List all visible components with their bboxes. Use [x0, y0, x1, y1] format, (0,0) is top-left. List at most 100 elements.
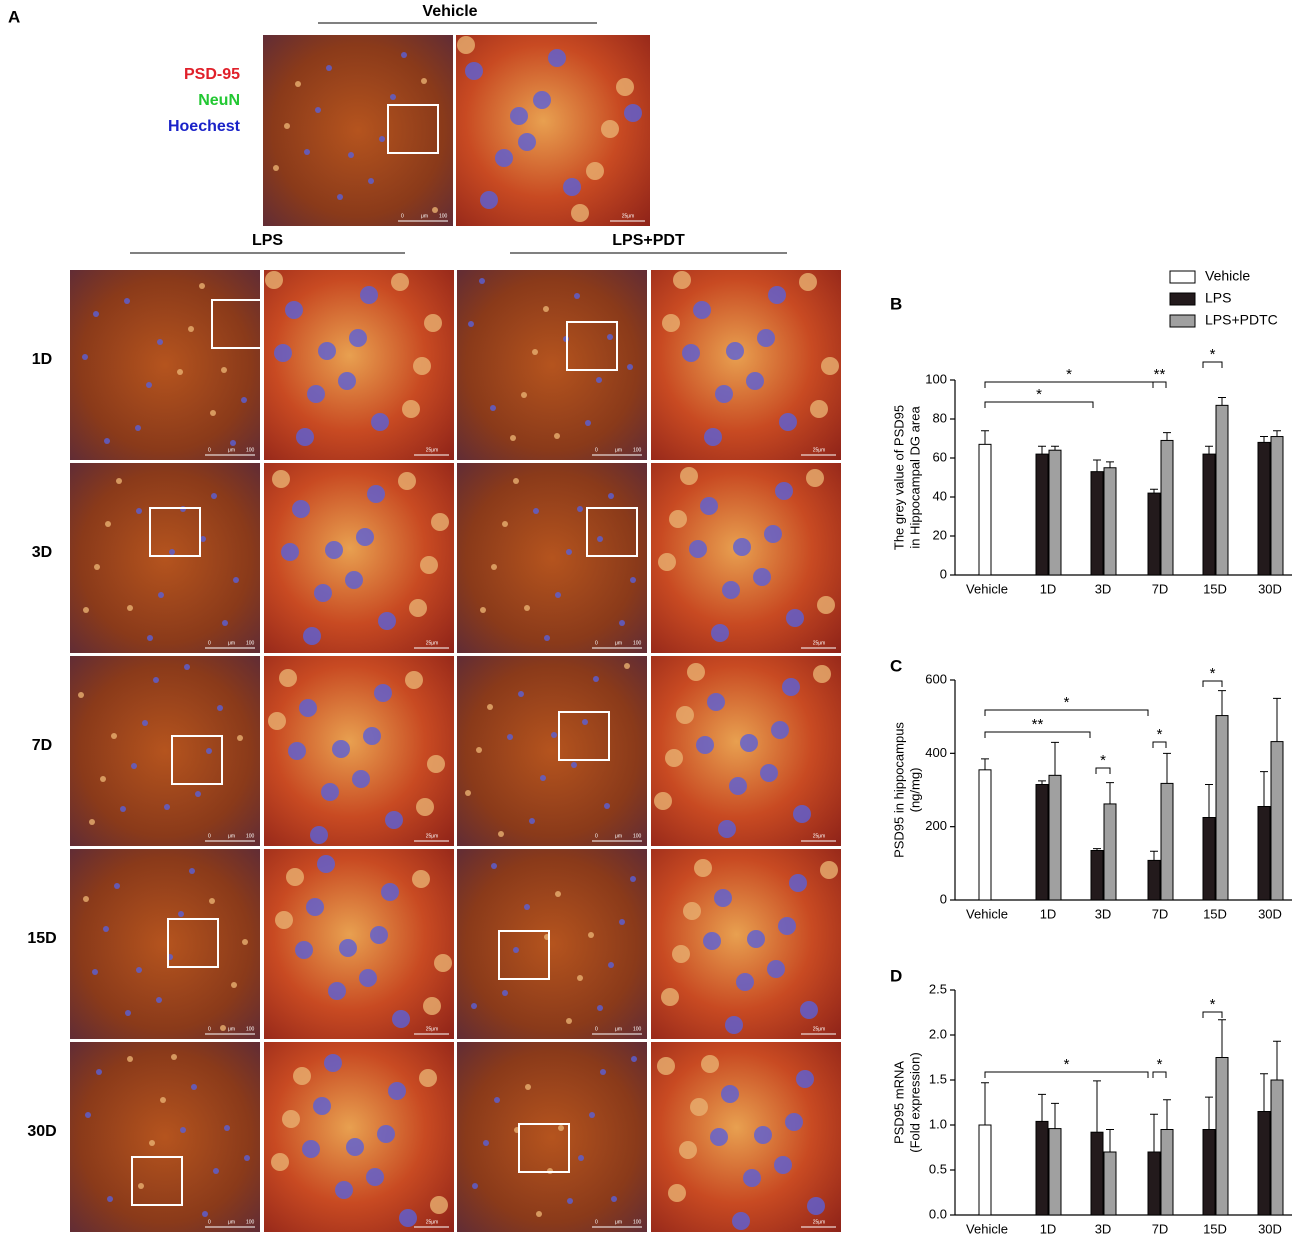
- nucleus: [105, 521, 111, 527]
- error-bar: [1093, 848, 1101, 851]
- nucleus: [275, 911, 293, 929]
- nucleus: [779, 413, 797, 431]
- nucleus: [164, 804, 170, 810]
- nucleus: [611, 1196, 617, 1202]
- x-tick-label: Vehicle: [966, 1221, 1008, 1236]
- scale-label: 25μm: [426, 447, 439, 453]
- nucleus: [703, 932, 721, 950]
- nucleus: [314, 584, 332, 602]
- nucleus: [189, 868, 195, 874]
- nucleus: [82, 354, 88, 360]
- error-bar: [981, 758, 989, 770]
- nucleus: [555, 891, 561, 897]
- bar: [1090, 471, 1104, 576]
- scale-label: μm: [228, 833, 235, 839]
- error-bar: [1106, 1129, 1114, 1152]
- zoom-box: [566, 321, 618, 371]
- scale-label: μm: [421, 213, 428, 219]
- nucleus: [370, 926, 388, 944]
- error-bar: [1273, 430, 1281, 437]
- error-bar: [1260, 1073, 1268, 1112]
- nucleus: [306, 898, 324, 916]
- error-bar: [1150, 1113, 1158, 1152]
- nucleus: [385, 811, 403, 829]
- nucleus: [231, 982, 237, 988]
- scale-label: 25μm: [813, 833, 826, 839]
- x-tick-label: 15D: [1203, 1221, 1227, 1236]
- nucleus: [136, 967, 142, 973]
- nucleus: [680, 467, 698, 485]
- nucleus: [390, 94, 396, 100]
- nucleus: [483, 1140, 489, 1146]
- nucleus: [191, 1084, 197, 1090]
- nucleus: [328, 982, 346, 1000]
- bar: [1090, 850, 1104, 901]
- nucleus: [412, 870, 430, 888]
- nucleus: [630, 577, 636, 583]
- nucleus: [83, 896, 89, 902]
- bar: [1035, 1120, 1049, 1216]
- nucleus: [169, 549, 175, 555]
- nucleus: [213, 1168, 219, 1174]
- scale-label: 25μm: [426, 833, 439, 839]
- overview-image: [457, 270, 647, 460]
- y-axis-label: (ng/mg): [907, 768, 922, 813]
- significance-label: *: [1064, 1056, 1070, 1073]
- nucleus: [747, 930, 765, 948]
- bar: [1270, 741, 1284, 901]
- error-bar: [1038, 445, 1046, 455]
- nucleus: [480, 191, 498, 209]
- bar: [1048, 449, 1062, 576]
- nucleus: [806, 469, 824, 487]
- x-tick-label: 3D: [1095, 1221, 1112, 1236]
- nucleus: [160, 1097, 166, 1103]
- nucleus: [421, 78, 427, 84]
- nucleus: [199, 283, 205, 289]
- y-tick-label: 1.0: [929, 1116, 947, 1131]
- nucleus: [325, 541, 343, 559]
- scale-label: μm: [615, 833, 622, 839]
- nucleus: [513, 947, 519, 953]
- nucleus: [733, 538, 751, 556]
- y-tick-label: 1.5: [929, 1071, 947, 1086]
- nucleus: [427, 755, 445, 773]
- nucleus: [589, 1112, 595, 1118]
- nucleus: [321, 783, 339, 801]
- nucleus: [195, 791, 201, 797]
- nucleus: [604, 803, 610, 809]
- nucleus: [740, 734, 758, 752]
- row-label: 30D: [27, 1123, 56, 1140]
- y-tick-label: 80: [933, 410, 947, 425]
- nucleus: [398, 472, 416, 490]
- nucleus: [431, 513, 449, 531]
- nucleus: [352, 770, 370, 788]
- nucleus: [732, 1212, 750, 1230]
- nucleus: [318, 342, 336, 360]
- scale-label: 100: [246, 640, 255, 646]
- nucleus: [360, 286, 378, 304]
- y-tick-label: 200: [925, 818, 947, 833]
- significance-bracket: [1152, 741, 1167, 748]
- significance-label: *: [1064, 694, 1070, 711]
- scale-label: 25μm: [426, 1219, 439, 1225]
- bar: [1147, 492, 1161, 576]
- nucleus: [377, 1125, 395, 1143]
- x-tick-label: 3D: [1095, 906, 1112, 921]
- nucleus: [296, 428, 314, 446]
- nucleus: [690, 1098, 708, 1116]
- scale-label: 0: [208, 1219, 211, 1225]
- bar: [1160, 1129, 1174, 1216]
- nucleus: [657, 1057, 675, 1075]
- scale-label: 100: [633, 447, 642, 453]
- nucleus: [237, 735, 243, 741]
- nucleus: [282, 1110, 300, 1128]
- nucleus: [292, 500, 310, 518]
- panel-label: D: [890, 966, 902, 985]
- error-bar: [1038, 1093, 1046, 1122]
- nucleus: [326, 65, 332, 71]
- nucleus: [367, 485, 385, 503]
- nucleus: [424, 314, 442, 332]
- scale-label: 0: [208, 1026, 211, 1032]
- scale-label: μm: [615, 640, 622, 646]
- scale-label: 25μm: [813, 1026, 826, 1032]
